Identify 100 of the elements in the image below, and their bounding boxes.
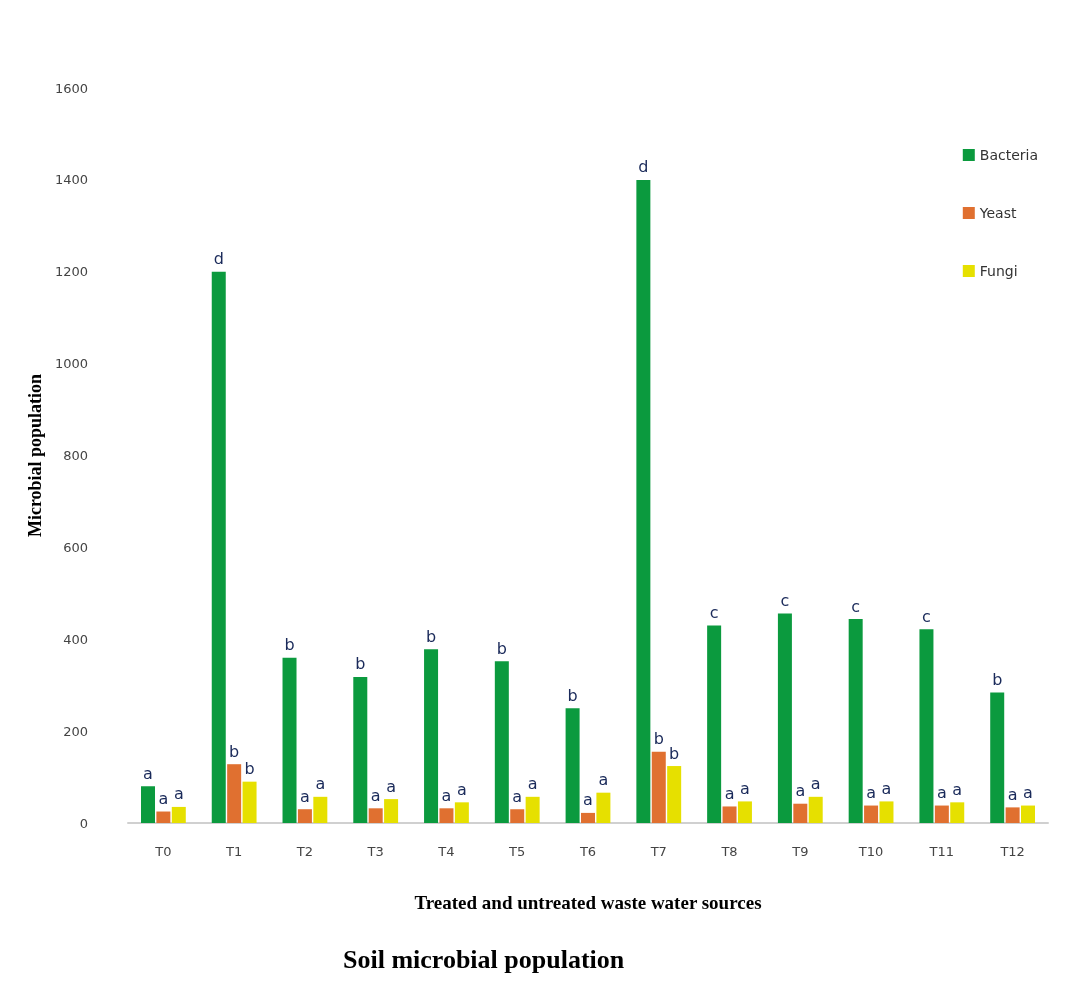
y-tick-label: 1200 [54,264,88,280]
x-axis-title: Treated and untreated waste water sources [414,892,762,913]
data-label: b [355,654,366,674]
bar [777,613,792,823]
bar [737,801,752,823]
bar [211,271,226,823]
x-tick-label: T2 [295,844,314,859]
data-label: a [441,785,452,805]
bar [864,805,879,823]
data-label: a [173,784,184,804]
bar [667,766,682,823]
data-label: a [315,774,326,794]
data-label: c [851,596,861,616]
x-tick-label: T6 [578,844,597,859]
bar [950,802,965,823]
x-tick-label: T7 [649,844,667,859]
x-tick-label: T9 [791,844,809,859]
bar [384,799,399,823]
bar [990,692,1005,823]
data-label: d [638,157,649,177]
data-label: b [425,626,437,646]
data-label: a [456,779,467,799]
data-label: b [669,743,680,763]
data-label: a [598,770,609,790]
bar [353,676,368,823]
y-tick-label: 400 [63,631,88,647]
data-label: a [1007,784,1018,804]
data-label: a [810,774,821,794]
x-tick-label: T5 [508,844,526,859]
y-tick-label: 600 [63,539,88,555]
text: Soil microbial population [343,944,625,974]
bar [140,786,155,823]
bar [525,796,540,823]
bar [227,764,242,823]
bar [282,657,297,823]
bar [565,708,580,823]
bar [919,629,934,823]
y-tick-label: 1000 [54,356,88,372]
x-tick-label: T12 [999,844,1025,859]
data-label: a [952,779,963,799]
bar [581,812,595,823]
data-label: b [496,638,507,658]
bar [510,809,525,823]
bar [651,751,666,823]
data-label: a [795,781,806,801]
bar [707,625,722,823]
data-label: c [780,591,790,611]
y-tick-label: 200 [63,723,88,739]
x-tick-label: T0 [154,844,172,859]
bar [793,803,808,823]
data-label: b [567,685,578,705]
data-label: b [992,670,1003,690]
y-tick-label: 800 [63,448,88,463]
bar [156,811,171,823]
legend-label: Bacteria [979,147,1039,163]
x-tick-label: T8 [720,844,738,859]
bar [242,781,257,823]
bar [722,806,737,823]
bar [1021,805,1036,823]
data-label: a [740,778,750,798]
bar [424,649,439,823]
bar [848,619,863,823]
y-axis-title: Microbial population [25,373,46,538]
bar [636,179,651,823]
data-label: a [936,783,947,803]
bar [297,809,312,823]
x-tick-label: T11 [928,844,955,859]
bar [171,806,186,823]
x-tick-label: T3 [366,844,384,859]
data-label: a [866,783,876,803]
data-label: a [158,789,169,809]
data-label: c [922,606,931,626]
data-label: d [213,249,224,269]
bar [368,808,383,823]
data-label: a [300,786,310,806]
bar [494,661,509,823]
data-label: a [1023,783,1033,803]
data-label: b [653,729,664,749]
bar [879,801,894,823]
bar [313,796,328,823]
x-tick-label: T10 [857,844,884,859]
legend-label: Fungi [979,263,1018,279]
data-label: a [583,790,593,810]
y-tick-label: 1400 [54,172,88,188]
data-label: a [370,785,381,805]
data-label: a [881,778,892,798]
bar [439,808,454,823]
x-tick-label: T1 [225,844,243,859]
bar [454,802,469,823]
bar [596,792,611,823]
x-tick-label: T4 [437,844,455,859]
y-tick-label: 0 [79,815,88,831]
data-label: a [527,774,538,794]
legend-label: Yeast [978,205,1017,221]
data-label: c [709,602,719,622]
data-label: a [386,776,396,796]
data-label: a [143,763,153,783]
data-label: b [284,635,295,655]
data-label: b [229,741,240,761]
data-label: a [724,783,735,803]
